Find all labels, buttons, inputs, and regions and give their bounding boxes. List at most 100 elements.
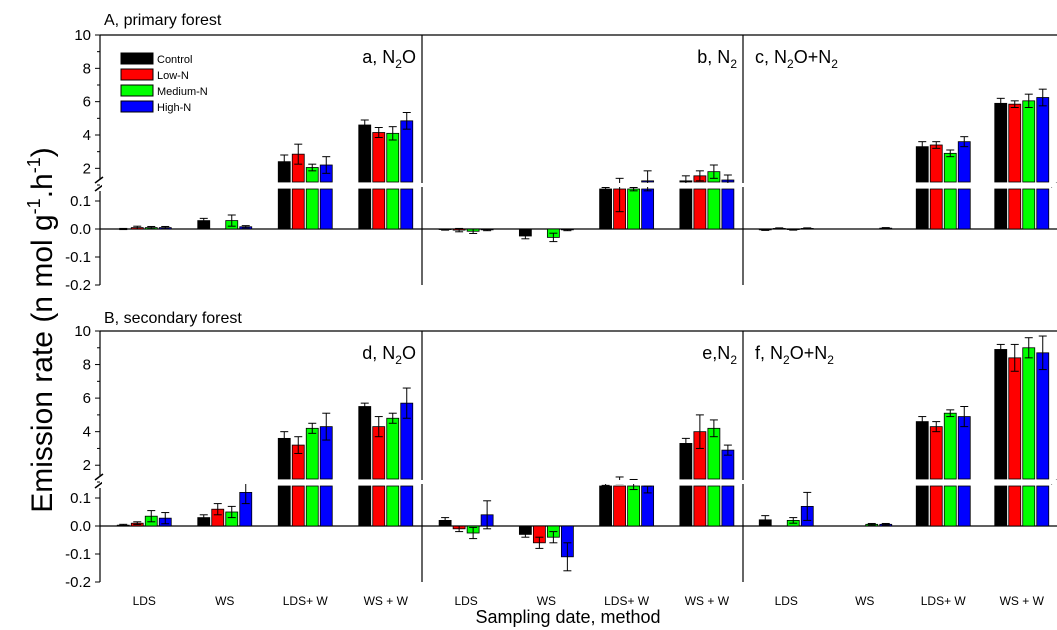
- bar: [707, 188, 721, 230]
- bar: [915, 188, 929, 230]
- x-tick-label: LDS: [775, 594, 798, 608]
- y-tick-label: 6: [83, 390, 91, 407]
- bar: [1022, 188, 1036, 230]
- y-tick-label: 6: [83, 94, 91, 111]
- bar: [386, 188, 400, 230]
- plot-area: 2 4 6 8 10 -0.2 -0.1 0.0 0.1 2 4 6 8 10 -0.2 -0.1 0.0 0.1…: [65, 27, 1057, 608]
- bar: [994, 349, 1008, 480]
- bar: [679, 485, 693, 527]
- bar: [1036, 97, 1050, 183]
- x-tick-label: LDS: [454, 594, 477, 608]
- bar: [1008, 188, 1022, 230]
- y-tick-label: 8: [83, 60, 91, 77]
- x-tick-label: WS + W: [685, 594, 730, 608]
- panel-cn: c, N2O+N2: [755, 47, 1050, 231]
- bar: [277, 485, 291, 527]
- y-tick-label: 8: [83, 357, 91, 374]
- panel-label: f, N2O+N2: [755, 343, 834, 367]
- bar: [957, 188, 971, 230]
- bar: [994, 485, 1008, 527]
- bar: [305, 188, 319, 230]
- bar: [929, 188, 943, 230]
- bar: [915, 485, 929, 527]
- bar: [707, 485, 721, 527]
- panel-label: e,N2: [702, 343, 737, 367]
- axis-break-band: [102, 183, 1057, 187]
- y-tick-label: -0.2: [65, 574, 91, 591]
- bar: [400, 120, 414, 183]
- x-tick-label: WS + W: [1000, 594, 1045, 608]
- bar: [943, 412, 957, 480]
- bar: [915, 421, 929, 480]
- bar: [400, 188, 414, 230]
- bar: [319, 188, 333, 230]
- y-tick-label: -0.1: [65, 546, 91, 563]
- axis-break-mark: [94, 473, 104, 489]
- bar: [358, 124, 372, 183]
- bar: [929, 485, 943, 527]
- axis-break-band: [102, 480, 1057, 484]
- bar: [319, 485, 333, 527]
- bar: [929, 426, 943, 480]
- bar: [627, 188, 641, 230]
- x-tick-label: LDS+ W: [921, 594, 967, 608]
- bar: [1022, 100, 1036, 183]
- bar: [277, 188, 291, 230]
- bar: [1022, 485, 1036, 527]
- x-tick-label: WS: [537, 594, 556, 608]
- y-tick-label: 0.1: [70, 193, 91, 210]
- y-tick-label: 2: [83, 160, 91, 177]
- legend-swatch-low-n: [120, 68, 154, 81]
- bar: [1036, 485, 1050, 527]
- legend-swatch-control: [120, 52, 154, 65]
- bar: [372, 132, 386, 183]
- bar: [957, 141, 971, 183]
- y-tick-label: 4: [83, 127, 91, 144]
- panel-bn: b, N2: [438, 47, 737, 243]
- legend-label-medium-n: Medium-N: [157, 86, 208, 98]
- panel-label: a, N2O: [362, 47, 416, 71]
- y-tick-label: 10: [74, 323, 91, 340]
- bar: [943, 188, 957, 230]
- x-tick-label: WS: [855, 594, 874, 608]
- bar: [943, 485, 957, 527]
- bar: [358, 406, 372, 480]
- bar: [386, 417, 400, 480]
- bar: [400, 485, 414, 527]
- panel-an: a, N2O: [119, 47, 416, 231]
- panel-label: c, N2O+N2: [755, 47, 838, 71]
- legend-label-low-n: Low-N: [157, 70, 189, 82]
- bar: [291, 485, 305, 527]
- bar: [358, 188, 372, 230]
- y-tick-label: 0.1: [70, 490, 91, 507]
- bar: [291, 188, 305, 230]
- x-tick-label: LDS: [133, 594, 156, 608]
- legend-swatch-high-n: [120, 100, 154, 113]
- bar: [358, 485, 372, 527]
- x-axis-title: Sampling date, method: [475, 607, 660, 627]
- legend-label-high-n: High-N: [157, 102, 191, 114]
- panel-label: b, N2: [697, 47, 737, 71]
- x-tick-label: LDS+ W: [604, 594, 650, 608]
- bar: [693, 485, 707, 527]
- bar: [957, 485, 971, 527]
- bar: [929, 144, 943, 183]
- bar: [679, 188, 693, 230]
- bar: [627, 485, 641, 527]
- panel-label: d, N2O: [362, 343, 416, 367]
- bar: [386, 132, 400, 183]
- x-tick-label: LDS+ W: [283, 594, 329, 608]
- bar: [1008, 103, 1022, 183]
- bar: [943, 152, 957, 183]
- y-tick-label: 2: [83, 457, 91, 474]
- x-tick-label: WS: [215, 594, 234, 608]
- bar: [641, 188, 655, 230]
- bar: [305, 485, 319, 527]
- bar: [721, 485, 735, 527]
- bar: [1008, 485, 1022, 527]
- legend: Control Low-N Medium-N High-N: [120, 52, 208, 114]
- bar: [1022, 347, 1036, 480]
- bar: [599, 485, 613, 527]
- bar: [1036, 352, 1050, 480]
